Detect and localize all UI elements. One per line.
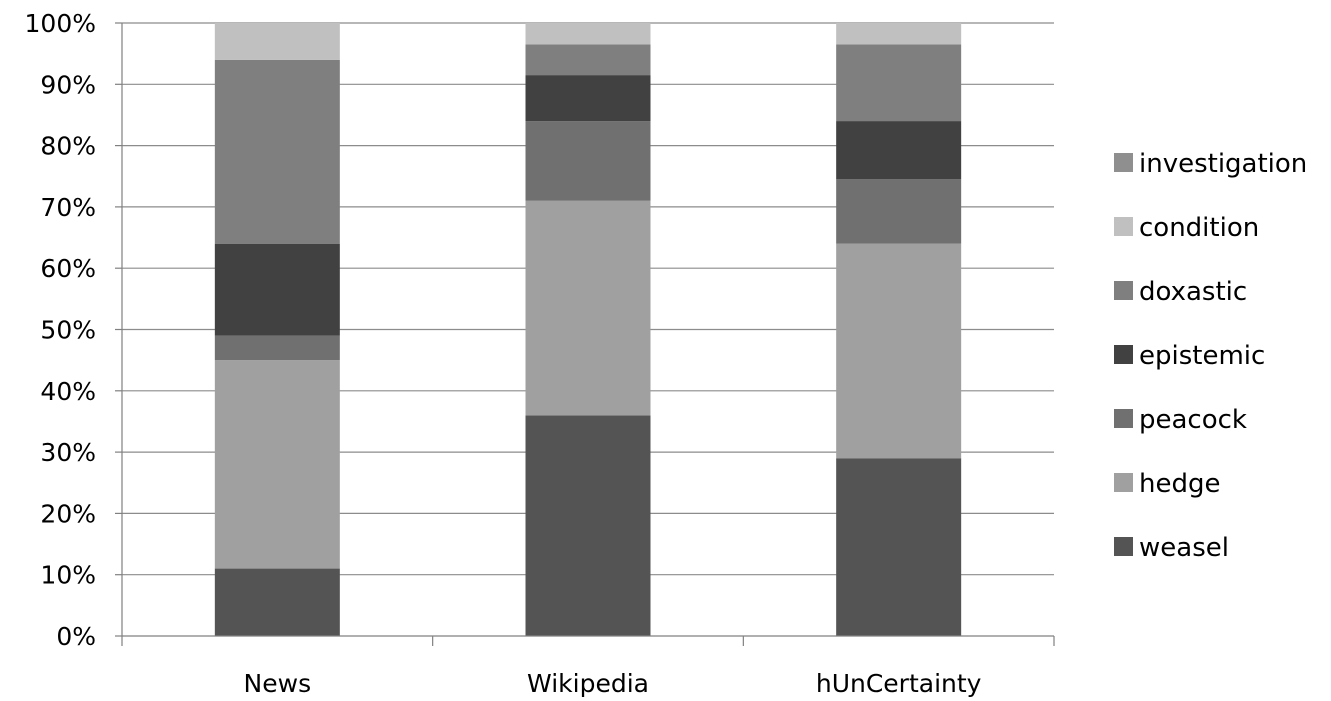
legend-swatch-condition [1114,217,1133,236]
y-tick-label: 10% [40,561,96,590]
bars [214,23,962,636]
x-tick-label: Wikipedia [527,669,649,698]
x-tick-label: hUnCertainty [816,669,982,698]
legend-swatch-peacock [1114,409,1133,428]
bar-segment-peacock-News [214,335,340,361]
legend-label-peacock: peacock [1139,405,1247,435]
y-tick-label: 70% [40,193,96,222]
y-tick-label: 100% [25,9,96,38]
y-tick-label: 40% [40,377,96,406]
y-tick-label: 60% [40,254,96,283]
legend-label-doxastic: doxastic [1139,277,1247,307]
bar-segment-weasel-News [214,568,340,636]
bar-segment-condition-Wikipedia [525,23,651,45]
y-tick-label: 0% [56,622,96,651]
y-tick-label: 20% [40,499,96,528]
legend-label-epistemic: epistemic [1139,341,1265,371]
bar-segment-doxastic-hUnCertainty [836,44,962,122]
bar-segment-epistemic-News [214,243,340,336]
bar-segment-weasel-Wikipedia [525,415,651,636]
axes [115,22,1055,646]
legend: investigation condition doxastic epistemic p… [1114,149,1307,563]
y-tick-label: 30% [40,438,96,467]
x-tick-labels: News Wikipedia hUnCertainty [244,669,982,698]
bar-segment-hedge-News [214,360,340,569]
legend-swatch-doxastic [1114,281,1133,300]
bar-segment-weasel-hUnCertainty [836,458,962,636]
bar-segment-doxastic-News [214,59,340,244]
bar-segment-condition-hUnCertainty [836,23,962,45]
legend-label-weasel: weasel [1139,533,1229,563]
bar-segment-epistemic-Wikipedia [525,75,651,122]
legend-swatch-investigation [1114,153,1133,172]
x-tick-label: News [244,669,312,698]
legend-swatch-hedge [1114,473,1133,492]
bar-segment-hedge-hUnCertainty [836,243,962,459]
y-tick-labels: 0% 10% 20% 30% 40% 50% 60% 70% 80% 90% 100% [25,9,96,651]
legend-swatch-epistemic [1114,345,1133,364]
legend-label-condition: condition [1139,213,1259,243]
bar-segment-peacock-Wikipedia [525,121,651,201]
legend-swatch-weasel [1114,537,1133,556]
legend-label-investigation: investigation [1139,149,1307,179]
y-tick-label: 80% [40,132,96,161]
y-tick-label: 50% [40,316,96,345]
bar-segment-condition-News [214,23,340,60]
bar-segment-peacock-hUnCertainty [836,179,962,244]
legend-label-hedge: hedge [1139,469,1220,499]
bar-segment-doxastic-Wikipedia [525,44,651,76]
bar-segment-hedge-Wikipedia [525,200,651,416]
bar-segment-epistemic-hUnCertainty [836,121,962,180]
y-tick-label: 90% [40,70,96,99]
